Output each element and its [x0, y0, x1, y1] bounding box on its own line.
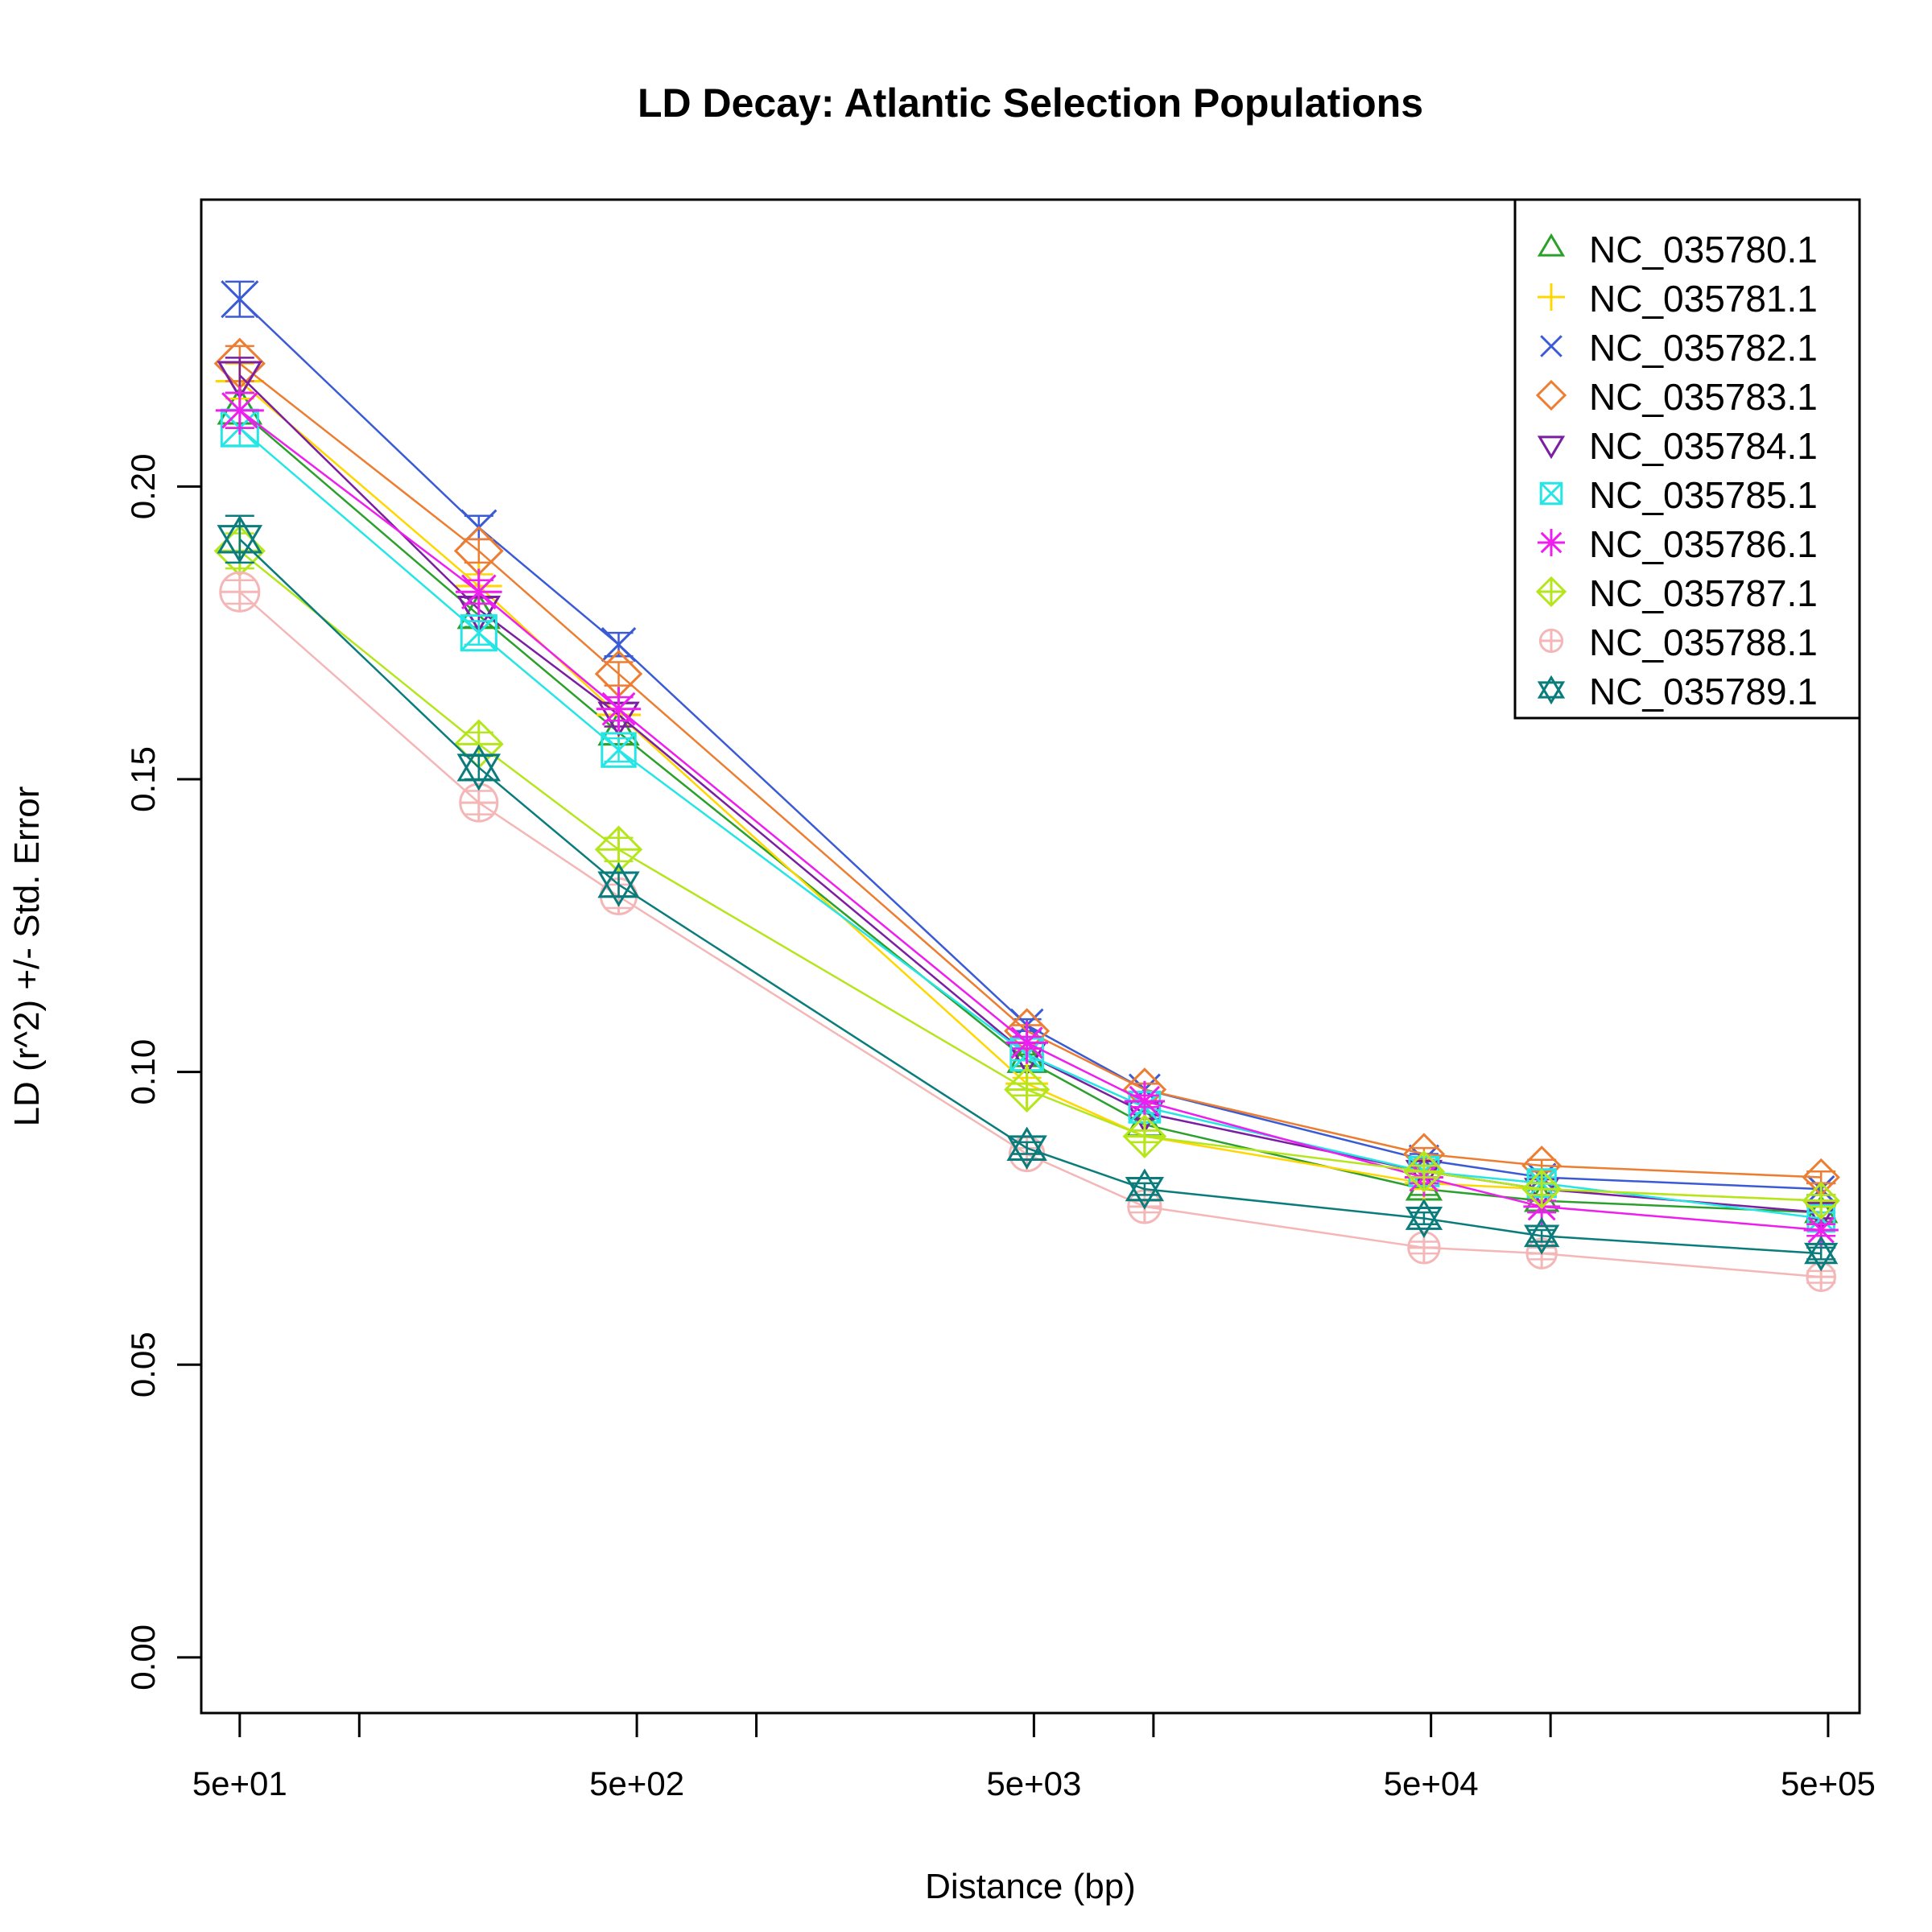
data-point	[456, 744, 502, 791]
data-point	[217, 514, 263, 564]
data-point	[1524, 1216, 1560, 1255]
series-line	[238, 298, 1822, 1191]
data-point	[597, 862, 640, 907]
data-point	[217, 361, 263, 400]
legend-label: NC_035782.1	[1589, 327, 1818, 369]
error-bar	[225, 514, 254, 564]
series-line	[238, 409, 1822, 1214]
data-point	[1004, 1066, 1051, 1113]
data-point	[460, 614, 497, 652]
x-axis: 5e+01 5e+02 5e+03 5e+04 5e+05	[192, 1713, 1876, 1802]
legend-item: NC_035782.1	[1540, 327, 1818, 369]
y-tick-label: 0.05	[124, 1331, 162, 1397]
legend-item: NC_035781.1	[1538, 278, 1818, 320]
legend-marker	[1538, 529, 1565, 556]
data-point	[1125, 1168, 1165, 1210]
data-point	[1521, 1169, 1563, 1210]
legend-marker	[1538, 628, 1564, 654]
data-point	[601, 626, 637, 663]
x-tick-label: 5e+04	[1384, 1765, 1479, 1802]
legend-marker	[1535, 379, 1567, 411]
legend-label: NC_035783.1	[1589, 376, 1818, 418]
series-line	[238, 427, 1822, 1220]
data-point	[1407, 1231, 1441, 1265]
legend-item: NC_035780.1	[1537, 229, 1818, 270]
legend-item: NC_035787.1	[1535, 572, 1818, 614]
x-tick-label: 5e+02	[589, 1765, 684, 1802]
legend-marker	[1538, 283, 1565, 311]
data-point	[596, 687, 642, 732]
legend-label: NC_035788.1	[1589, 621, 1818, 663]
legend-label: NC_035781.1	[1589, 278, 1818, 320]
plot-frame	[200, 198, 1861, 1715]
plot-area	[213, 280, 1840, 1292]
legend-item: NC_035789.1	[1537, 671, 1818, 712]
legend-marker	[1537, 233, 1566, 257]
y-axis: 0.00 0.05 0.10 0.15 0.20	[124, 453, 201, 1690]
legend-marker	[1539, 481, 1563, 506]
series-line	[239, 362, 1822, 1179]
y-tick-label: 0.15	[124, 746, 162, 812]
legend: NC_035780.1 NC_035781.1 NC_035782.1 NC_0357…	[1513, 198, 1861, 720]
legend-label: NC_035789.1	[1589, 671, 1818, 712]
x-tick-label: 5e+03	[986, 1765, 1081, 1802]
data-point	[1005, 1021, 1049, 1064]
legend-label: NC_035785.1	[1589, 474, 1818, 516]
data-point	[1804, 1235, 1839, 1272]
error-bar	[1012, 1141, 1042, 1155]
y-tick-label: 0.10	[124, 1039, 162, 1105]
y-tick-label: 0.20	[124, 453, 162, 519]
legend-marker	[1537, 436, 1566, 460]
y-tick-label: 0.00	[124, 1624, 162, 1690]
data-point	[601, 732, 637, 768]
series-line	[238, 538, 1822, 1255]
y-axis-label: LD (r^2) +/- Std. Error	[7, 786, 47, 1127]
x-tick-label: 5e+01	[192, 1765, 287, 1802]
legend-label: NC_035787.1	[1589, 572, 1818, 614]
data-point	[1006, 1126, 1047, 1170]
series-line	[239, 550, 1822, 1202]
series-line	[238, 380, 1822, 1202]
data-point	[459, 782, 499, 823]
error-bar	[464, 538, 493, 564]
legend-item: NC_035785.1	[1539, 474, 1818, 516]
error-bar	[1806, 1246, 1836, 1261]
legend-label: NC_035786.1	[1589, 523, 1818, 565]
legend-marker	[1535, 576, 1567, 608]
error-bar	[1527, 1228, 1557, 1243]
data-point	[1405, 1198, 1443, 1238]
data-point	[1122, 1114, 1167, 1158]
legend-item: NC_035786.1	[1538, 523, 1818, 565]
legend-label: NC_035784.1	[1589, 425, 1818, 467]
data-point	[219, 571, 261, 613]
legend-marker	[1537, 675, 1566, 705]
error-bar	[1129, 1182, 1159, 1196]
x-tick-label: 5e+05	[1781, 1765, 1876, 1802]
legend-item: NC_035783.1	[1535, 376, 1818, 418]
data-point	[1402, 1150, 1446, 1193]
x-axis-label: Distance (bp)	[925, 1867, 1136, 1906]
chart-title: LD Decay: Atlantic Selection Populations	[638, 80, 1423, 126]
series-line	[239, 409, 1822, 1232]
data-point	[221, 280, 259, 319]
series-line	[238, 591, 1822, 1278]
legend-label: NC_035780.1	[1589, 229, 1818, 270]
legend-item: NC_035784.1	[1537, 425, 1818, 467]
data-point	[1803, 1212, 1839, 1248]
legend-box	[1513, 198, 1861, 720]
legend-marker	[1540, 335, 1563, 357]
data-point	[215, 386, 264, 435]
data-point	[455, 568, 502, 616]
legend-item: NC_035788.1	[1538, 621, 1818, 663]
error-bar	[1409, 1211, 1439, 1225]
data-point	[1802, 1181, 1840, 1220]
series-NC_035789.1	[217, 514, 1839, 1272]
